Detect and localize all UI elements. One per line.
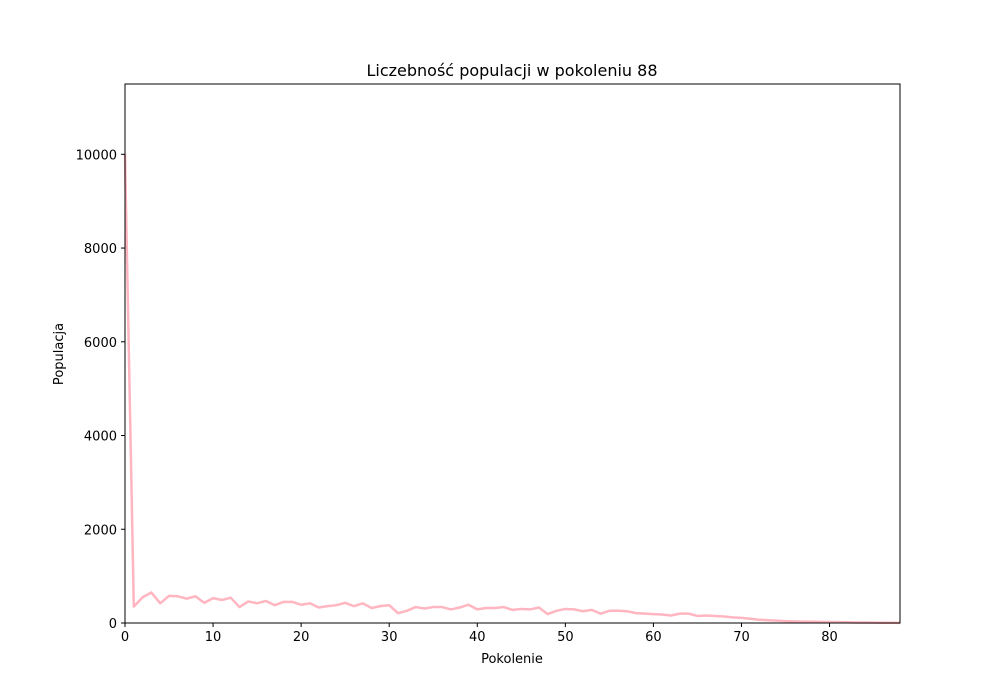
y-tick-label: 4000 (84, 430, 117, 445)
y-tick-label: 2000 (84, 523, 117, 538)
x-tick-label: 30 (381, 630, 398, 645)
x-tick-label: 70 (733, 630, 750, 645)
y-tick-label: 0 (109, 617, 117, 632)
x-tick-label: 80 (821, 630, 838, 645)
x-tick-label: 0 (121, 630, 129, 645)
x-tick-label: 40 (469, 630, 486, 645)
series-line-0 (123, 154, 901, 625)
y-tick-label: 6000 (84, 336, 117, 351)
y-tick-label: 10000 (76, 148, 117, 163)
x-tick-label: 50 (557, 630, 574, 645)
series-layer (123, 154, 901, 625)
plot-area-frame (124, 83, 901, 624)
x-tick-label: 20 (293, 630, 310, 645)
x-tick-label: 10 (205, 630, 222, 645)
y-tick-label: 8000 (84, 242, 117, 257)
chart-title: Liczebność populacji w pokoleniu 88 (366, 61, 657, 80)
y-axis-ticks: 0 2000 4000 6000 8000 10000 (76, 148, 125, 632)
x-axis-ticks: 0 10 20 30 40 50 60 70 80 (121, 623, 838, 645)
y-axis-label: Populacja (52, 323, 67, 385)
x-axis-label: Pokolenie (481, 652, 543, 667)
x-tick-label: 60 (645, 630, 662, 645)
